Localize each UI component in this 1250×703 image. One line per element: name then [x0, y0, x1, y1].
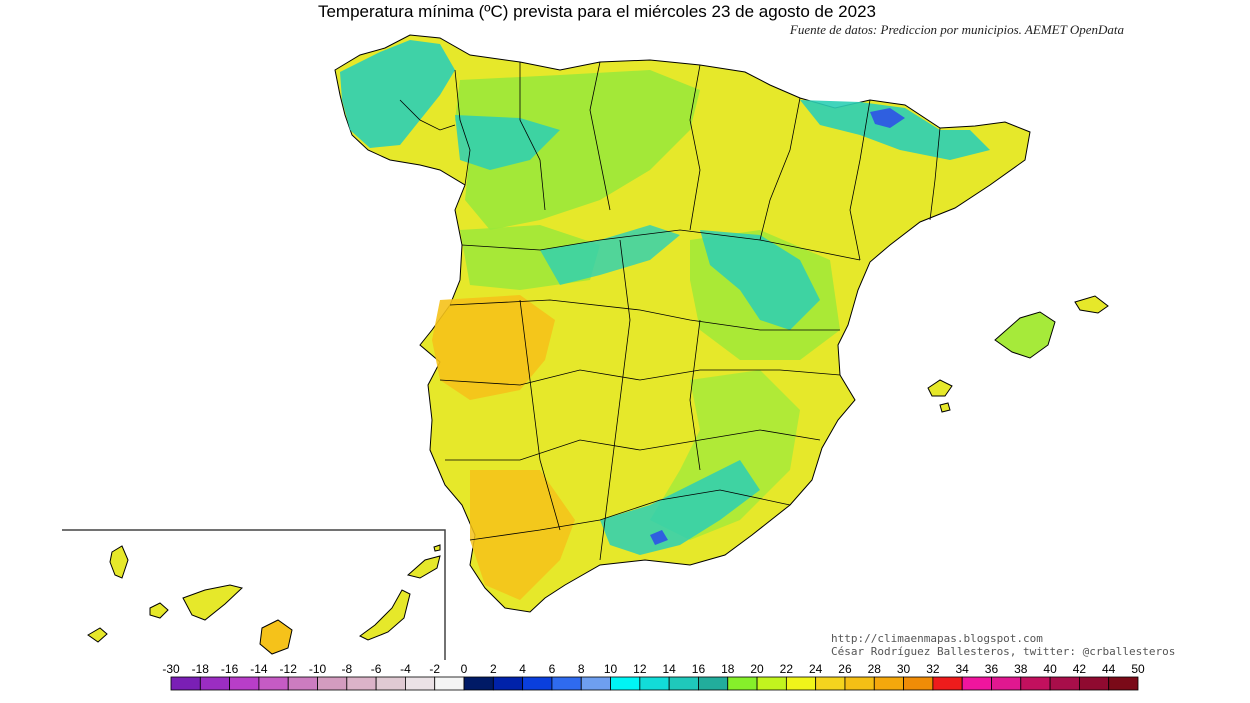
legend-tick-label: 6: [548, 662, 556, 676]
legend-tick-label: 28: [867, 662, 881, 676]
legend-swatch: [317, 676, 348, 691]
legend-swatch: [991, 676, 1022, 691]
legend-tick-label: 18: [721, 662, 735, 676]
legend-swatch: [375, 676, 406, 691]
legend-tick-label: -6: [370, 662, 382, 676]
legend-swatch: [873, 676, 904, 691]
legend-tick-label: 22: [779, 662, 794, 676]
legend-tick-label: 16: [691, 662, 706, 676]
coldest-zone-pyrenees: [870, 108, 905, 128]
legend-swatch: [405, 676, 436, 691]
legend-swatch: [785, 676, 817, 691]
legend-tick-label: 26: [838, 662, 852, 676]
legend-tick-label: 40: [1043, 662, 1057, 676]
legend-swatch: [199, 676, 231, 691]
legend-swatch: [844, 676, 875, 691]
legend-swatch: [932, 676, 963, 691]
la-gomera: [149, 602, 169, 619]
la-palma: [109, 545, 129, 579]
la-graciosa: [433, 544, 441, 552]
legend-swatch: [1049, 676, 1080, 691]
green-zone-north: [455, 70, 700, 230]
legend-tick-labels: -30 -18 -16 -14 -12 -10 -8 -6 -4 -2 0 2 4 6 8 10 12 14 16 1…: [0, 662, 1250, 678]
legend-swatch: [551, 676, 582, 691]
legend-swatch: [815, 676, 846, 691]
legend-tick-label: 34: [955, 662, 969, 676]
cold-zone-galicia: [340, 40, 455, 148]
map-title: Temperatura mínima (ºC) prevista para el…: [317, 2, 877, 21]
province-borders: [399, 61, 941, 561]
legend-tick-label: 12: [633, 662, 647, 676]
legend-tick-label: -4: [400, 662, 411, 676]
legend-tick-label: 2: [489, 662, 497, 676]
legend-swatch: [756, 676, 787, 691]
cold-zone-sierra-nevada: [600, 460, 760, 555]
legend-tick-label: 24: [808, 662, 823, 676]
legend-swatch: [698, 676, 729, 691]
canary-inset: [62, 529, 446, 660]
legend-tick-label: -16: [220, 662, 239, 676]
legend-swatch: [580, 676, 611, 691]
legend-tick-label: -14: [250, 662, 268, 676]
legend-tick-label: -18: [191, 662, 209, 676]
cold-zone-cantabria: [455, 115, 560, 170]
warm-zone-south: [470, 470, 575, 600]
legend-swatch: [1108, 676, 1139, 691]
map-subtitle: Fuente de datos: Prediccion por municipi…: [789, 22, 1124, 37]
legend-tick-label: 32: [926, 662, 940, 676]
legend-swatch: [346, 676, 377, 691]
legend-swatch: [668, 676, 699, 691]
legend-tick-label: 14: [662, 662, 676, 676]
formentera: [939, 402, 951, 413]
legend-tick-label: 44: [1102, 662, 1116, 676]
legend-swatch: [170, 676, 201, 691]
fuerteventura: [359, 589, 411, 641]
cold-zone-central-system: [540, 225, 680, 285]
legend-tick-label: 10: [603, 662, 618, 676]
legend-tick-label: 38: [1014, 662, 1028, 676]
legend-swatch: [492, 676, 524, 691]
legend-tick-label: -30: [162, 662, 180, 676]
credit-author: César Rodríguez Ballesteros, twitter: @c…: [831, 645, 1176, 658]
legend-swatch: [610, 676, 641, 691]
legend-swatch: [639, 676, 670, 691]
legend-tick-label: 0: [460, 662, 468, 676]
warm-zone-southwest: [432, 295, 555, 400]
legend-swatch: [1078, 676, 1110, 691]
coldest-zone-sierra-nevada: [650, 530, 668, 545]
gran-canaria: [259, 619, 293, 655]
temperature-map: [62, 34, 1109, 660]
legend-swatch: [903, 676, 934, 691]
legend-tick-label: 8: [577, 662, 585, 676]
cold-zone-iberian-system: [700, 230, 820, 330]
el-hierro: [87, 627, 108, 643]
color-legend: [170, 676, 1139, 691]
legend-tick-label: 42: [1072, 662, 1087, 676]
legend-tick-label: -8: [341, 662, 353, 676]
legend-swatch: [727, 676, 758, 691]
menorca: [1074, 295, 1109, 314]
legend-swatch: [1020, 676, 1051, 691]
lanzarote: [406, 555, 441, 579]
legend-tick-label: -10: [308, 662, 327, 676]
legend-tick-label: 50: [1131, 662, 1145, 676]
legend-tick-label: -12: [279, 662, 297, 676]
legend-swatch: [434, 676, 465, 691]
legend-tick-label: 20: [750, 662, 764, 676]
legend-swatch: [463, 676, 494, 691]
ibiza: [927, 379, 953, 397]
tenerife: [182, 584, 244, 621]
legend-tick-label: -2: [429, 662, 441, 676]
mallorca: [994, 311, 1056, 359]
cold-zone-pyrenees: [800, 100, 990, 160]
legend-tick-label: 4: [519, 662, 526, 676]
legend-swatch: [287, 676, 318, 691]
legend-swatch: [522, 676, 553, 691]
legend-swatch: [961, 676, 992, 691]
legend-swatch: [258, 676, 289, 691]
legend-swatch: [229, 676, 260, 691]
legend-tick-label: 30: [896, 662, 911, 676]
legend-tick-label: 36: [984, 662, 999, 676]
credit-url: http://climaenmapas.blogspot.com: [831, 632, 1043, 645]
